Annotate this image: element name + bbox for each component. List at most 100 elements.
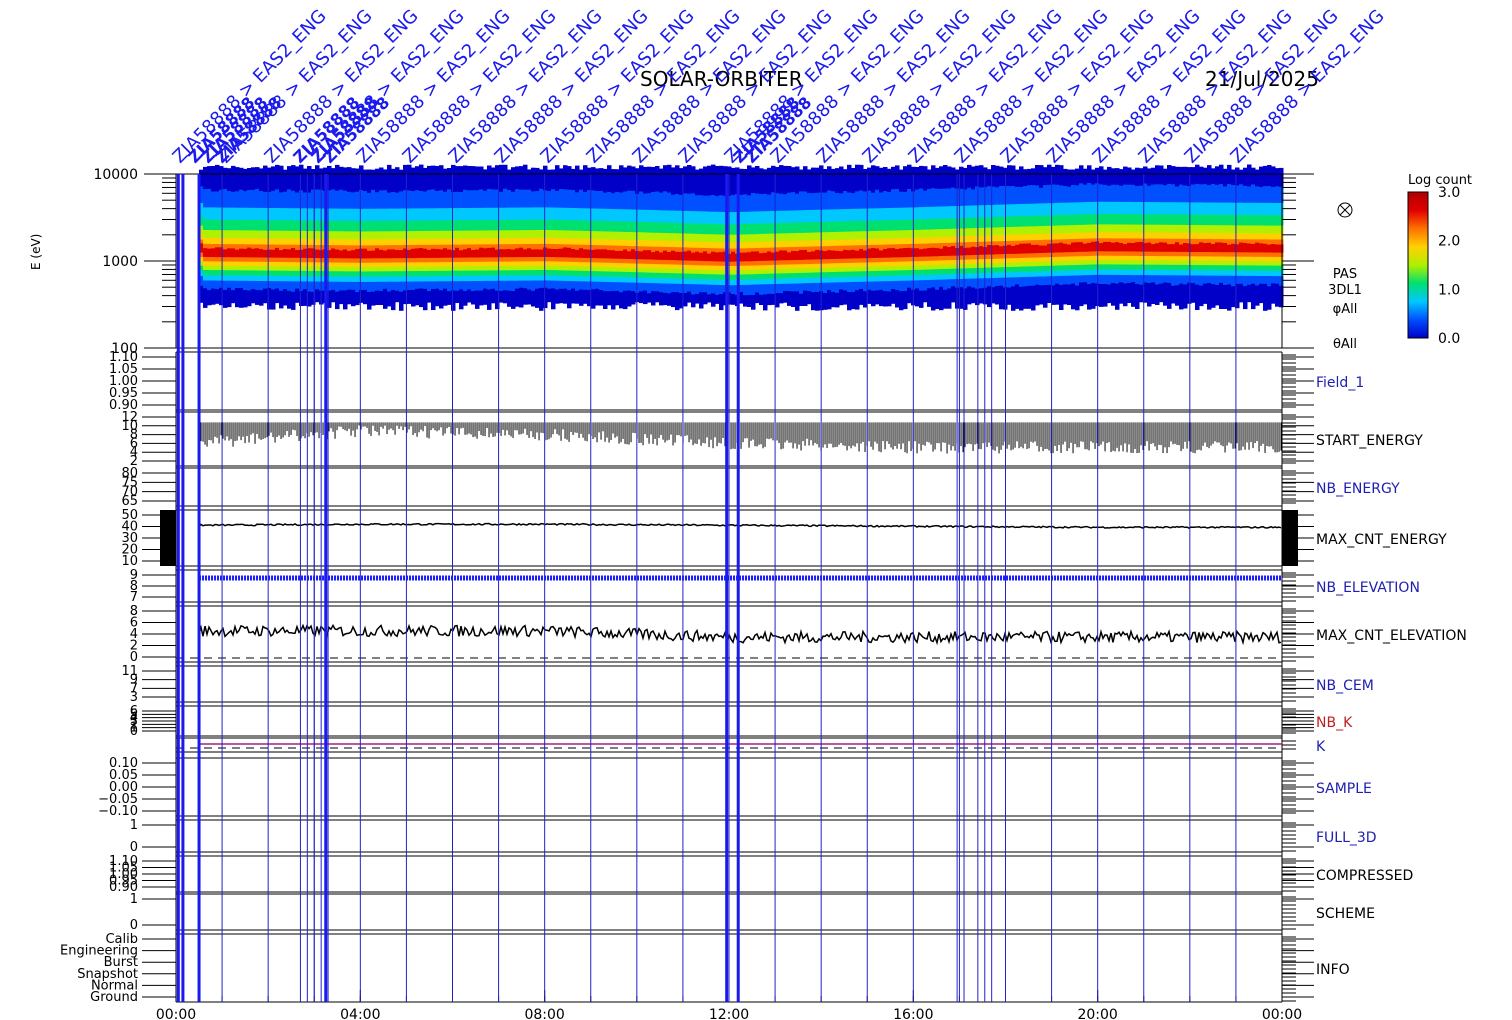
spectrogram-cell xyxy=(211,248,216,257)
spectrogram-cell xyxy=(1263,243,1268,253)
spectrogram-cell xyxy=(859,249,864,259)
spectrogram-cell xyxy=(491,247,496,258)
spectrogram-cell xyxy=(1027,243,1032,254)
spectrogram-cell xyxy=(703,251,708,262)
spectrogram-cell xyxy=(559,248,564,258)
spectrogram-cell xyxy=(707,253,712,262)
spectrogram-cell xyxy=(979,246,984,255)
spectrogram-cell xyxy=(867,248,872,259)
panel-ytick-label: Ground xyxy=(90,990,138,1005)
spectrogram-cell xyxy=(1123,244,1128,252)
spectrogram-cell xyxy=(959,245,964,256)
spectrogram-cell xyxy=(699,252,704,261)
spectrogram-cell xyxy=(675,251,680,261)
spectrogram-cell xyxy=(463,249,468,258)
spectrogram-cell xyxy=(355,249,360,259)
spectrogram-cell xyxy=(787,252,792,261)
crossed-circle-icon xyxy=(1339,204,1351,216)
spectrogram-cell xyxy=(759,253,764,261)
spectrogram-cell xyxy=(879,250,884,258)
panel-label: NB_CEM xyxy=(1316,678,1374,694)
spectrogram-cell xyxy=(863,250,868,259)
spectrogram-cell xyxy=(683,251,688,261)
spectrogram-cell xyxy=(451,250,456,258)
spectrogram-cell xyxy=(571,249,576,258)
spectrogram-cell xyxy=(591,249,596,259)
spectrogram-cell xyxy=(363,248,368,259)
spectrogram-cell xyxy=(535,249,540,257)
spectrogram-cell xyxy=(419,248,424,258)
spectrogram-cell xyxy=(831,250,836,259)
spectrogram-cell xyxy=(1147,242,1152,252)
spectrogram-cell xyxy=(299,249,304,258)
spectrogram-cell xyxy=(639,251,644,260)
spectrogram-cell xyxy=(839,251,844,259)
spectrogram-cell xyxy=(779,250,784,261)
panel-ytick-label: 50 xyxy=(121,508,138,523)
spectrogram-cell xyxy=(915,248,920,257)
spectrogram-cell xyxy=(1159,242,1164,252)
spectrogram-cell xyxy=(843,249,848,259)
spectrogram-cell xyxy=(1115,242,1120,252)
spectrogram-cell xyxy=(327,250,332,259)
spectrogram-cell xyxy=(439,249,444,258)
spectrogram-cell xyxy=(1031,244,1036,254)
spectrogram-cell xyxy=(775,251,780,261)
spectrogram-cell xyxy=(1091,241,1096,252)
spectrogram-cell xyxy=(343,249,348,259)
panel-ytick-label: 6 xyxy=(130,616,138,631)
spectrogram-cell xyxy=(423,248,428,258)
panel-ytick-label: 40 xyxy=(121,520,138,535)
panel-ytick-label: 0.05 xyxy=(109,768,138,783)
spectrogram-cell xyxy=(967,247,972,256)
spectrogram-cell xyxy=(931,247,936,257)
spectrogram-cell xyxy=(607,250,612,259)
spectrogram-cell xyxy=(263,249,268,258)
spectrogram-cell xyxy=(507,249,512,258)
panel-ytick-label: 75 xyxy=(121,475,138,490)
spectrogram-cell xyxy=(331,248,336,259)
spectrogram xyxy=(199,164,1284,311)
spectrogram-cell xyxy=(899,248,904,258)
spectrogram-cell xyxy=(695,251,700,261)
spectrogram-cell xyxy=(1087,242,1092,252)
panel-label: K xyxy=(1316,739,1326,755)
spectrogram-cell xyxy=(563,247,568,258)
spectrogram-cell xyxy=(459,250,464,258)
time-tick-label: 00:00 xyxy=(1262,1007,1302,1020)
labels: SOLAR-ORBITER 21/Jul/2025 E (eV) Log cou… xyxy=(29,67,1472,270)
date-label: 21/Jul/2025 xyxy=(1205,67,1319,91)
spectrogram-cell xyxy=(587,249,592,258)
panel-ytick-label: 30 xyxy=(121,531,138,546)
panel-ytick-label: 1.00 xyxy=(109,867,138,882)
panel-ytick-label: 1.05 xyxy=(109,861,138,876)
spectrogram-cell xyxy=(431,248,436,258)
spectrogram-cell xyxy=(595,249,600,259)
spectrogram-cell xyxy=(379,249,384,259)
spectrogram-cell xyxy=(1191,244,1196,252)
panel-ytick-label: 0.90 xyxy=(109,880,138,895)
spectrogram-cell xyxy=(215,247,220,258)
spectrogram-cell xyxy=(303,248,308,258)
event-markers xyxy=(176,174,1237,1002)
spectrogram-cell xyxy=(963,247,968,256)
spectrogram-side-label: 3DL1 xyxy=(1328,283,1362,298)
panel-ytick-label: 10 xyxy=(121,554,138,569)
spectrogram-cell xyxy=(895,249,900,258)
panel-ytick-label: 0.95 xyxy=(109,386,138,401)
spectrogram-cell xyxy=(1063,243,1068,253)
spectrogram-cell xyxy=(647,250,652,260)
spectrogram-cell xyxy=(795,251,800,260)
spectrogram-cell xyxy=(763,252,768,261)
spectrogram-cell xyxy=(1111,242,1116,252)
spectrogram-cell xyxy=(383,250,388,259)
spectrogram-side-label: PAS xyxy=(1333,267,1357,282)
spectrogram-cell xyxy=(1039,245,1044,253)
spectrogram-cell xyxy=(935,248,940,257)
spectrogram-cell xyxy=(347,250,352,259)
spectrogram-cell xyxy=(623,249,628,259)
spectrogram-cell xyxy=(1127,242,1132,252)
spectrogram-cell xyxy=(387,249,392,259)
spectrogram-cell xyxy=(375,248,380,259)
spectrogram-cell xyxy=(951,246,956,256)
